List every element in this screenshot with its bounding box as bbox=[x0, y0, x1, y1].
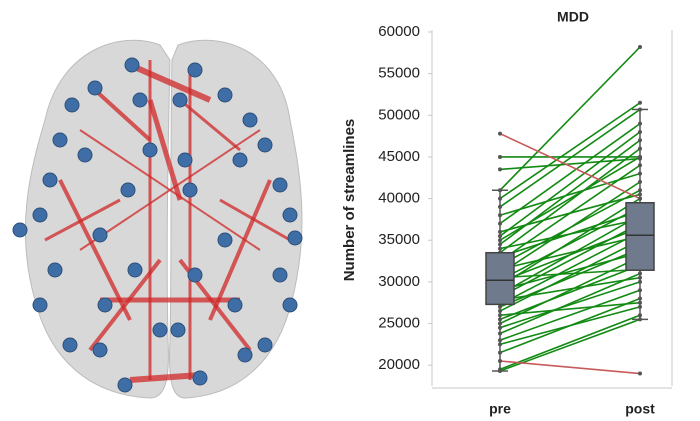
pre-point bbox=[498, 213, 502, 217]
post-point bbox=[638, 313, 642, 317]
x-tick-label: pre bbox=[489, 401, 511, 417]
pair-line bbox=[500, 307, 640, 344]
pre-point bbox=[498, 367, 502, 371]
pair-line bbox=[500, 134, 640, 199]
post-point bbox=[638, 372, 642, 376]
post-point bbox=[638, 130, 642, 134]
post-point bbox=[638, 297, 642, 301]
pre-point bbox=[498, 317, 502, 321]
chart-title: MDD bbox=[557, 9, 589, 25]
y-tick-label: 35000 bbox=[378, 231, 420, 248]
pair-line bbox=[500, 361, 640, 373]
pre-point bbox=[498, 342, 502, 346]
post-point bbox=[638, 276, 642, 280]
post-point bbox=[638, 180, 642, 184]
y-tick-label: 45000 bbox=[378, 148, 420, 165]
post-point bbox=[638, 172, 642, 176]
post-point bbox=[638, 163, 642, 167]
pair-line bbox=[500, 253, 640, 290]
pre-point bbox=[498, 247, 502, 251]
y-axis-label: Number of streamlines bbox=[341, 119, 358, 282]
y-tick-label: 20000 bbox=[378, 356, 420, 373]
post-point bbox=[638, 155, 642, 159]
y-tick-label: 55000 bbox=[378, 65, 420, 82]
pre-point bbox=[498, 242, 502, 246]
pre-point bbox=[498, 234, 502, 238]
pre-point bbox=[498, 155, 502, 159]
y-tick-label: 30000 bbox=[378, 273, 420, 290]
post-point bbox=[638, 45, 642, 49]
pair-line bbox=[500, 236, 640, 269]
box bbox=[486, 253, 514, 305]
pre-point bbox=[498, 197, 502, 201]
pair-line bbox=[500, 315, 640, 369]
post-point bbox=[638, 101, 642, 105]
pre-point bbox=[498, 322, 502, 326]
pre-point bbox=[498, 167, 502, 171]
y-tick-label: 40000 bbox=[378, 190, 420, 207]
figure: MDD Number of streamlines 20000 25000 3000… bbox=[0, 0, 700, 421]
y-tick-label: 50000 bbox=[378, 106, 420, 123]
y-tick-label: 60000 bbox=[378, 23, 420, 40]
post-point bbox=[638, 317, 642, 321]
post-point bbox=[638, 288, 642, 292]
pair-line bbox=[500, 174, 640, 216]
pre-point bbox=[498, 205, 502, 209]
pre-point bbox=[498, 238, 502, 242]
pre-point bbox=[498, 332, 502, 336]
pre-point bbox=[498, 359, 502, 363]
post-point bbox=[638, 138, 642, 142]
post-point bbox=[638, 192, 642, 196]
pre-point bbox=[498, 309, 502, 313]
pre-point bbox=[498, 222, 502, 226]
y-tick-label: 25000 bbox=[378, 314, 420, 331]
post-point bbox=[638, 188, 642, 192]
post-point bbox=[638, 122, 642, 126]
pre-point bbox=[498, 338, 502, 342]
post-point bbox=[638, 107, 642, 111]
post-point bbox=[638, 301, 642, 305]
post-point bbox=[638, 272, 642, 276]
pre-point bbox=[498, 313, 502, 317]
pre-point bbox=[498, 132, 502, 136]
pre-point bbox=[498, 230, 502, 234]
x-tick-label: post bbox=[625, 401, 655, 417]
post-point bbox=[638, 197, 642, 201]
post-point bbox=[638, 305, 642, 309]
post-point bbox=[638, 147, 642, 151]
pre-point bbox=[498, 351, 502, 355]
box bbox=[626, 203, 654, 270]
post-point bbox=[638, 280, 642, 284]
pre-point bbox=[498, 188, 502, 192]
brain-illustration bbox=[13, 40, 302, 398]
pre-point bbox=[498, 326, 502, 330]
